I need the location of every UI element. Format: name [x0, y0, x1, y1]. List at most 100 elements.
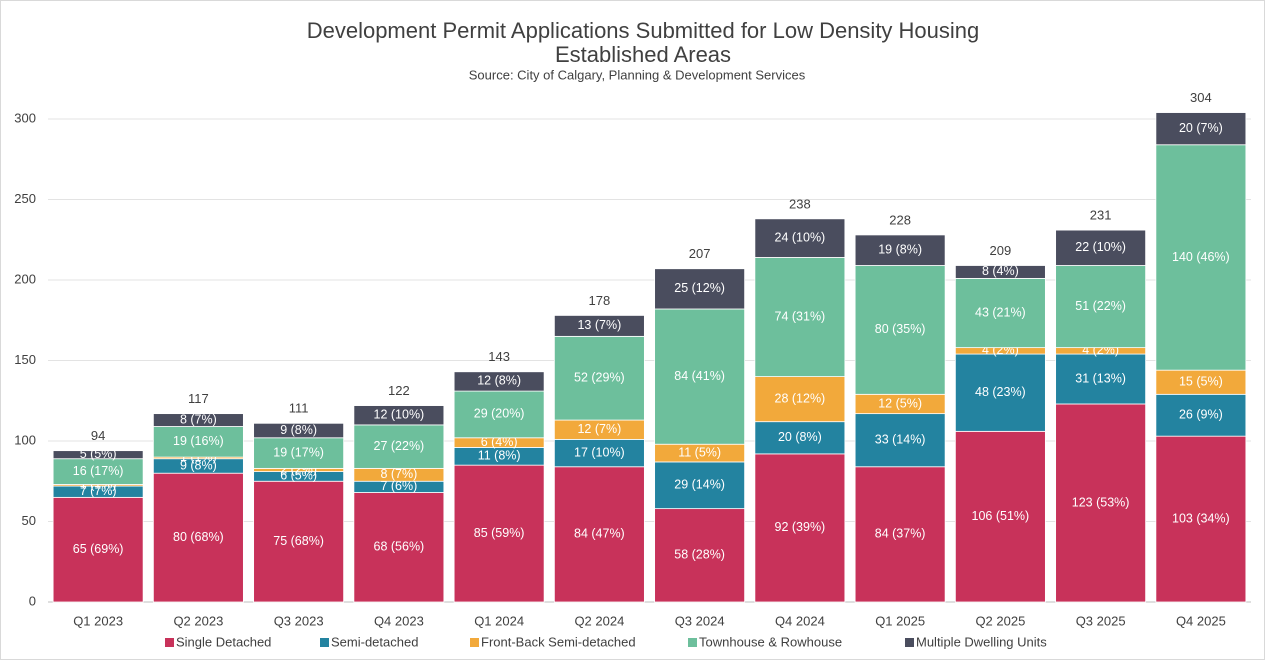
legend-swatch [470, 638, 479, 647]
bar-segment [1055, 265, 1147, 349]
y-tick-label: 250 [14, 191, 36, 206]
data-label: 19 (17%) [273, 445, 324, 459]
data-label: 74 (31%) [775, 309, 826, 323]
x-tick-label: Q2 2025 [975, 613, 1025, 628]
data-label: 51 (22%) [1075, 299, 1126, 313]
total-label: 122 [388, 383, 410, 398]
data-label: 92 (39%) [775, 520, 826, 534]
data-label: 19 (8%) [878, 243, 922, 257]
bar-segment [654, 268, 746, 310]
data-label: 31 (13%) [1075, 371, 1126, 385]
bar-segment [553, 438, 645, 468]
data-label: 15 (5%) [1179, 375, 1223, 389]
bar-segment [553, 466, 645, 603]
bar-segment [553, 315, 645, 337]
data-label: 8 (7%) [180, 412, 217, 426]
total-label: 304 [1190, 90, 1212, 105]
x-tick-label: Q1 2024 [474, 613, 524, 628]
bar-segment [1155, 435, 1247, 603]
x-tick-label: Q3 2023 [274, 613, 324, 628]
data-label: 20 (8%) [778, 430, 822, 444]
bar-segment [453, 464, 545, 603]
data-label: 84 (37%) [875, 527, 926, 541]
bar-segment [1055, 403, 1147, 603]
x-tick-label: Q4 2023 [374, 613, 424, 628]
data-label: 103 (34%) [1172, 511, 1230, 525]
legend-label: Townhouse & Rowhouse [699, 634, 842, 649]
x-tick-label: Q3 2024 [675, 613, 725, 628]
total-label: 143 [488, 349, 510, 364]
x-tick-label: Q4 2024 [775, 613, 825, 628]
x-tick-label: Q1 2025 [875, 613, 925, 628]
data-label: 6 (4%) [481, 435, 518, 449]
data-label: 20 (7%) [1179, 121, 1223, 135]
bar-segment [253, 422, 345, 439]
bar-segment [854, 265, 946, 395]
bar-segment [1155, 112, 1247, 146]
chart-subtitle: Established Areas [555, 42, 731, 67]
data-label: 29 (14%) [674, 478, 725, 492]
data-label: 11 (5%) [678, 445, 721, 459]
total-label: 94 [91, 428, 105, 443]
x-tick-label: Q1 2023 [73, 613, 123, 628]
data-label: 84 (41%) [674, 369, 725, 383]
data-label: 48 (23%) [975, 385, 1026, 399]
bar-segment [954, 265, 1046, 279]
data-label: 5 (5%) [80, 447, 117, 461]
data-label: 28 (12%) [775, 391, 826, 405]
x-tick-label: Q3 2025 [1076, 613, 1126, 628]
legend-label: Front-Back Semi-detached [481, 634, 636, 649]
data-label: 22 (10%) [1075, 240, 1126, 254]
data-label: 12 (7%) [577, 422, 621, 436]
bar-segment [654, 308, 746, 445]
bar-segment [152, 472, 244, 603]
chart-source: Source: City of Calgary, Planning & Deve… [469, 67, 806, 82]
bar-segment [854, 466, 946, 603]
total-label: 111 [289, 401, 309, 416]
data-label: 33 (14%) [875, 432, 926, 446]
data-label: 52 (29%) [574, 371, 625, 385]
bar-segment [1155, 144, 1247, 371]
total-label: 209 [990, 243, 1012, 258]
chart-title: Development Permit Applications Submitte… [307, 18, 980, 43]
data-label: 9 (8%) [280, 423, 317, 437]
data-label: 7 (7%) [80, 484, 117, 498]
bar-segment [453, 390, 545, 439]
legend-label: Single Detached [176, 634, 271, 649]
data-label: 43 (21%) [975, 305, 1026, 319]
bar-segment [1055, 229, 1147, 266]
y-tick-label: 300 [14, 110, 36, 125]
bar-segment [1155, 369, 1247, 395]
bar-segment [152, 413, 244, 427]
bar-segment [553, 335, 645, 421]
x-tick-label: Q2 2024 [574, 613, 624, 628]
data-label: 84 (47%) [574, 527, 625, 541]
data-label: 12 (10%) [374, 408, 425, 422]
bar-segment [654, 461, 746, 510]
y-tick-label: 50 [22, 513, 36, 528]
bar-segment [353, 424, 445, 469]
data-label: 12 (8%) [477, 374, 521, 388]
total-label: 231 [1090, 208, 1112, 223]
y-tick-label: 150 [14, 352, 36, 367]
data-label: 27 (22%) [374, 439, 425, 453]
data-label: 9 (8%) [180, 458, 217, 472]
data-label: 7 (6%) [380, 479, 417, 493]
legend-swatch [905, 638, 914, 647]
data-label: 19 (16%) [173, 434, 224, 448]
bar-segment [754, 421, 846, 455]
total-label: 228 [889, 212, 911, 227]
bar-segment [954, 353, 1046, 432]
bar-segment [854, 413, 946, 468]
data-label: 29 (20%) [474, 407, 525, 421]
bar-segment [453, 371, 545, 392]
legend-label: Semi-detached [331, 634, 418, 649]
legend-label: Multiple Dwelling Units [916, 634, 1047, 649]
bar-segment [52, 450, 144, 460]
legend-swatch [320, 638, 329, 647]
data-label: 11 (8%) [478, 449, 521, 463]
data-label: 123 (53%) [1072, 495, 1130, 509]
data-label: 75 (68%) [273, 534, 324, 548]
data-label: 85 (59%) [474, 526, 525, 540]
